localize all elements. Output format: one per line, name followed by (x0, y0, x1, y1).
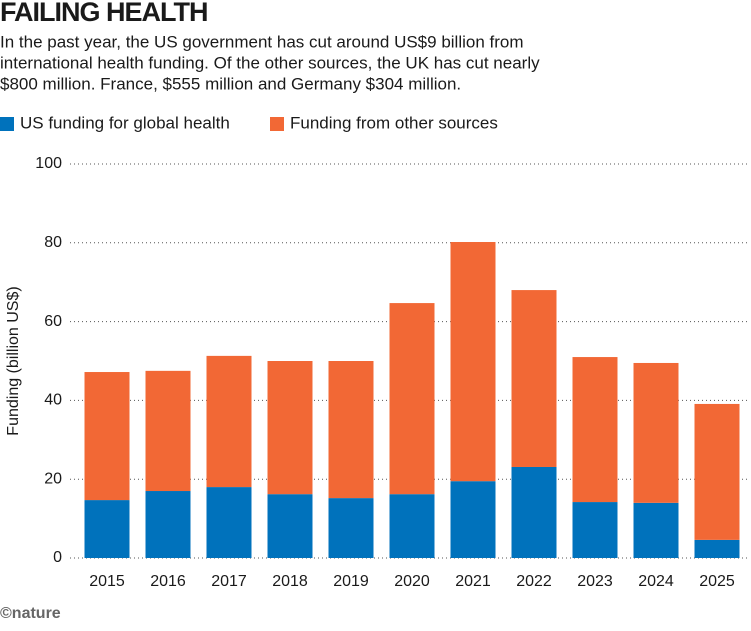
x-tick-label: 2017 (211, 573, 247, 590)
bar-segment (633, 502, 679, 558)
x-tick-label: 2021 (455, 573, 491, 590)
chart-title: FAILING HEALTH (0, 0, 207, 27)
legend-swatch (0, 117, 14, 131)
bar-segment (511, 466, 557, 558)
bar-segment (328, 498, 374, 558)
x-tick-label: 2022 (516, 573, 552, 590)
bar-segment (511, 290, 557, 467)
bar-segment (84, 372, 130, 501)
x-tick-label: 2025 (699, 573, 735, 590)
x-tick-label: 2016 (150, 573, 186, 590)
y-tick-label: 40 (44, 392, 62, 409)
subtitle-line: $800 million. France, $555 million and G… (0, 74, 461, 93)
x-tick-label: 2018 (272, 573, 308, 590)
x-tick-label: 2019 (333, 573, 369, 590)
bar-segment (328, 361, 374, 499)
y-axis-label: Funding (billion US$) (5, 286, 22, 435)
bar-segment (145, 370, 191, 492)
y-tick-label: 0 (53, 549, 62, 566)
bar-segment (267, 361, 313, 495)
x-tick-label: 2023 (577, 573, 613, 590)
x-tick-label: 2020 (394, 573, 430, 590)
subtitle-line: In the past year, the US government has … (0, 32, 524, 51)
y-tick-label: 20 (44, 470, 62, 487)
bar-segment (450, 242, 496, 482)
bar-segment (84, 500, 130, 558)
bar-segment (206, 487, 252, 558)
bar-segment (206, 355, 252, 488)
bar-segment (694, 403, 740, 540)
y-tick-label: 60 (44, 313, 62, 330)
bar-segment (450, 481, 496, 558)
bar-segment (694, 539, 740, 558)
subtitle-line: international health funding. Of the oth… (0, 53, 540, 72)
bar-segment (572, 502, 618, 558)
legend-swatch (270, 117, 284, 131)
credit: ©nature (0, 605, 61, 622)
bar-segment (633, 362, 679, 503)
bar-segment (572, 357, 618, 503)
bar-segment (389, 494, 435, 558)
legend-label: Funding from other sources (290, 113, 498, 132)
bar-segment (267, 494, 313, 558)
y-tick-label: 100 (35, 155, 62, 172)
bar-segment (145, 491, 191, 558)
legend-label: US funding for global health (20, 113, 230, 132)
x-tick-label: 2015 (89, 573, 125, 590)
y-tick-label: 80 (44, 234, 62, 251)
x-tick-label: 2024 (638, 573, 674, 590)
bar-segment (389, 303, 435, 495)
